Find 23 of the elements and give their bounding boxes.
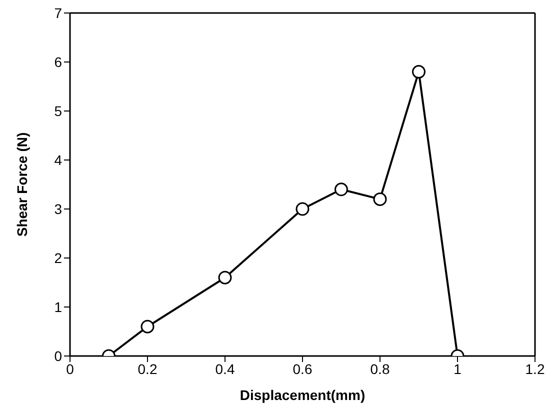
y-axis-title: Shear Force (N) [14, 132, 30, 237]
point [412, 65, 426, 79]
point [373, 192, 387, 206]
x-tick-label: 0.8 [370, 360, 390, 377]
x-tick-label: 0.6 [292, 360, 312, 377]
y-tick-label: 3 [54, 200, 62, 217]
x-tick-label: 1 [454, 360, 462, 377]
x-axis-title: Displacement(mm) [240, 387, 366, 403]
x-tick-label: 0.2 [138, 360, 158, 377]
point [218, 270, 232, 284]
point [334, 182, 348, 196]
y-tick-label: 2 [54, 250, 62, 266]
x-tick-label: 0.4 [215, 360, 235, 377]
x-tick-label: 1.2 [525, 360, 545, 377]
y-tick-label: 5 [54, 102, 62, 119]
point [140, 320, 154, 334]
x-tick-label: 0 [66, 360, 74, 377]
y-tick-label: 1 [54, 298, 62, 315]
y-tick-label: 6 [54, 54, 62, 70]
point [296, 202, 310, 216]
y-tick-label: 7 [54, 4, 62, 21]
y-tick-label: 0 [54, 348, 62, 364]
y-tick-label: 4 [54, 152, 62, 168]
